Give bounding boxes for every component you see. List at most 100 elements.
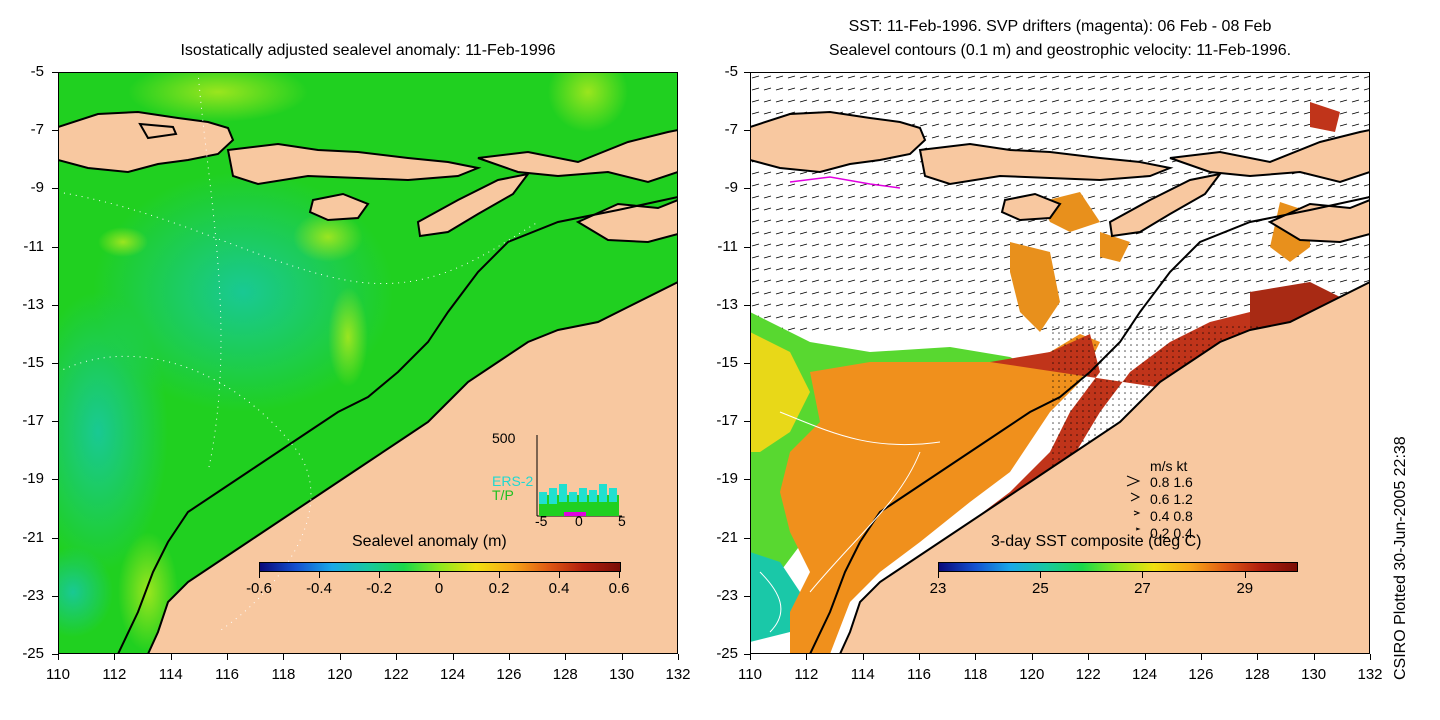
- colorbar-tick-mark: [938, 572, 939, 578]
- x-tick-mark: [339, 654, 341, 660]
- y-tick-label: -25: [716, 645, 738, 662]
- velocity-legend-row: 0.8 1.6: [1150, 474, 1193, 490]
- colorbar-tick-label: 0.6: [608, 580, 630, 597]
- y-tick-mark: [52, 72, 58, 73]
- x-tick-label: 120: [327, 666, 353, 683]
- sealevel-dotted-contour: [58, 191, 539, 284]
- colorbar-tick-label: -0.6: [246, 580, 272, 597]
- colorbar-tick-label: 29: [1236, 580, 1254, 597]
- x-tick-mark: [975, 654, 977, 660]
- y-tick-mark: [52, 537, 58, 539]
- y-tick-label: -15: [22, 354, 44, 371]
- high-anomaly-region: [293, 212, 363, 262]
- sst-patches-orange: [1100, 232, 1130, 262]
- colorbar-tick-mark: [439, 572, 440, 578]
- right-map-frame: [750, 72, 1370, 654]
- shelf-contour: [809, 196, 1370, 654]
- colorbar-tick-label: 0: [434, 580, 444, 597]
- right-colorbar: [938, 562, 1298, 572]
- histogram-bar-ers2: [559, 484, 567, 502]
- inset-xtick: 5: [618, 513, 626, 529]
- y-tick-label: -7: [30, 121, 44, 139]
- x-tick-mark: [919, 654, 921, 660]
- y-tick-label: -9: [724, 179, 738, 197]
- high-anomaly-region: [548, 72, 628, 132]
- x-tick-mark: [283, 654, 285, 660]
- colorbar-tick-label: 25: [1032, 580, 1049, 597]
- y-tick-label: -9: [30, 179, 44, 197]
- left-colorbar-label: Sealevel anomaly (m): [352, 533, 507, 550]
- sst-patches-orange: [1310, 102, 1340, 132]
- land-islands-east: [477, 128, 678, 184]
- colorbar-tick-label: 0.4: [548, 580, 570, 597]
- land-java-bali-lombok: [58, 110, 235, 174]
- y-tick-mark: [744, 537, 750, 539]
- colorbar-tick-mark: [259, 572, 260, 578]
- colorbar-tick-mark: [1040, 572, 1042, 578]
- inset-xtick: -5: [535, 513, 548, 529]
- histogram-bar-ers2: [609, 488, 617, 502]
- inset-series-label-tp: T/P: [492, 487, 514, 503]
- y-tick-mark: [52, 421, 58, 423]
- histogram-bar-ers2: [569, 492, 577, 502]
- y-tick-mark: [52, 188, 58, 190]
- x-tick-label: 130: [609, 666, 635, 683]
- x-tick-label: 132: [1357, 666, 1383, 683]
- y-tick-mark: [52, 246, 58, 248]
- land-timor: [416, 172, 531, 238]
- histogram-bar-ers2: [589, 490, 597, 502]
- x-tick-label: 124: [1132, 666, 1158, 683]
- left-map-frame: [58, 72, 678, 654]
- sealevel-white-contour: [809, 451, 921, 593]
- x-tick-mark: [1031, 654, 1033, 660]
- y-tick-label: -19: [716, 470, 738, 488]
- y-tick-label: -17: [22, 412, 44, 430]
- y-tick-mark: [52, 363, 58, 364]
- y-tick-label: -13: [716, 295, 738, 313]
- land-seram-south: [1267, 198, 1370, 244]
- colorbar-tick-mark: [1142, 572, 1144, 578]
- colorbar-tick-mark: [559, 572, 560, 578]
- x-tick-mark: [508, 654, 510, 660]
- land-java-bali-lombok: [750, 110, 927, 174]
- land-australia: [146, 280, 678, 654]
- x-tick-mark: [565, 654, 567, 660]
- shelf-contour: [117, 196, 678, 654]
- right-map: [750, 72, 1370, 654]
- land-sumbawa-flores: [918, 142, 1174, 186]
- y-tick-label: -11: [717, 237, 738, 255]
- plot-timestamp: CSIRO Plotted 30-Jun-2005 22:38: [1392, 436, 1409, 680]
- y-tick-mark: [52, 304, 58, 306]
- velocity-legend-arrows: [1126, 475, 1141, 531]
- x-tick-label: 112: [794, 666, 819, 683]
- colorbar-tick-mark: [499, 572, 500, 578]
- y-tick-mark: [744, 421, 750, 423]
- colorbar-tick-label: -0.2: [366, 580, 392, 597]
- y-tick-label: -7: [724, 121, 738, 139]
- velocity-legend-header: m/s kt: [1150, 458, 1188, 474]
- y-tick-mark: [744, 479, 750, 481]
- histogram-bar-ers2: [579, 488, 587, 502]
- y-tick-label: -19: [22, 470, 44, 488]
- x-tick-mark: [806, 654, 808, 660]
- x-tick-mark: [678, 654, 679, 660]
- y-tick-label: -5: [724, 63, 738, 80]
- colorbar-tick-label: -0.4: [306, 580, 332, 597]
- x-tick-mark: [1144, 654, 1146, 660]
- low-anomaly-region: [58, 292, 168, 572]
- high-anomaly-region: [98, 227, 148, 257]
- sealevel-white-contour: [779, 411, 941, 446]
- x-tick-mark: [1200, 654, 1202, 660]
- y-tick-label: -13: [22, 295, 44, 313]
- y-tick-label: -21: [22, 528, 44, 546]
- x-tick-mark: [1313, 654, 1315, 660]
- x-tick-label: 110: [738, 666, 762, 683]
- left-colorbar: [259, 562, 621, 572]
- x-tick-mark: [1257, 654, 1259, 660]
- y-tick-mark: [744, 595, 750, 597]
- x-tick-label: 122: [1075, 666, 1101, 683]
- colorbar-tick-mark: [619, 572, 620, 578]
- land-sumba: [308, 192, 370, 222]
- y-tick-mark: [744, 246, 750, 248]
- land-australia: [838, 280, 1370, 654]
